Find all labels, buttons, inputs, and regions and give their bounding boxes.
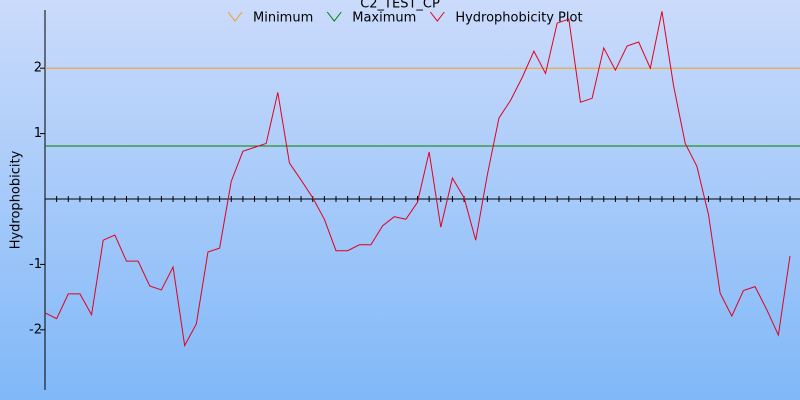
y-tick-label: 2 bbox=[34, 61, 42, 76]
y-axis-label: Hydrophobicity bbox=[9, 150, 24, 249]
legend-label: Maximum bbox=[352, 11, 416, 26]
legend-label: Hydrophobicity Plot bbox=[455, 11, 582, 26]
legend-icon bbox=[429, 11, 445, 22]
legend-label: Minimum bbox=[253, 11, 313, 26]
y-tick-label: -1 bbox=[29, 257, 42, 272]
y-tick-label: 1 bbox=[34, 126, 42, 141]
chart-title: C2_TEST_CP bbox=[360, 0, 440, 12]
legend-icon bbox=[326, 11, 342, 22]
legend-icon bbox=[227, 11, 243, 22]
data-line bbox=[44, 11, 791, 348]
y-tick-label: -2 bbox=[29, 322, 42, 337]
